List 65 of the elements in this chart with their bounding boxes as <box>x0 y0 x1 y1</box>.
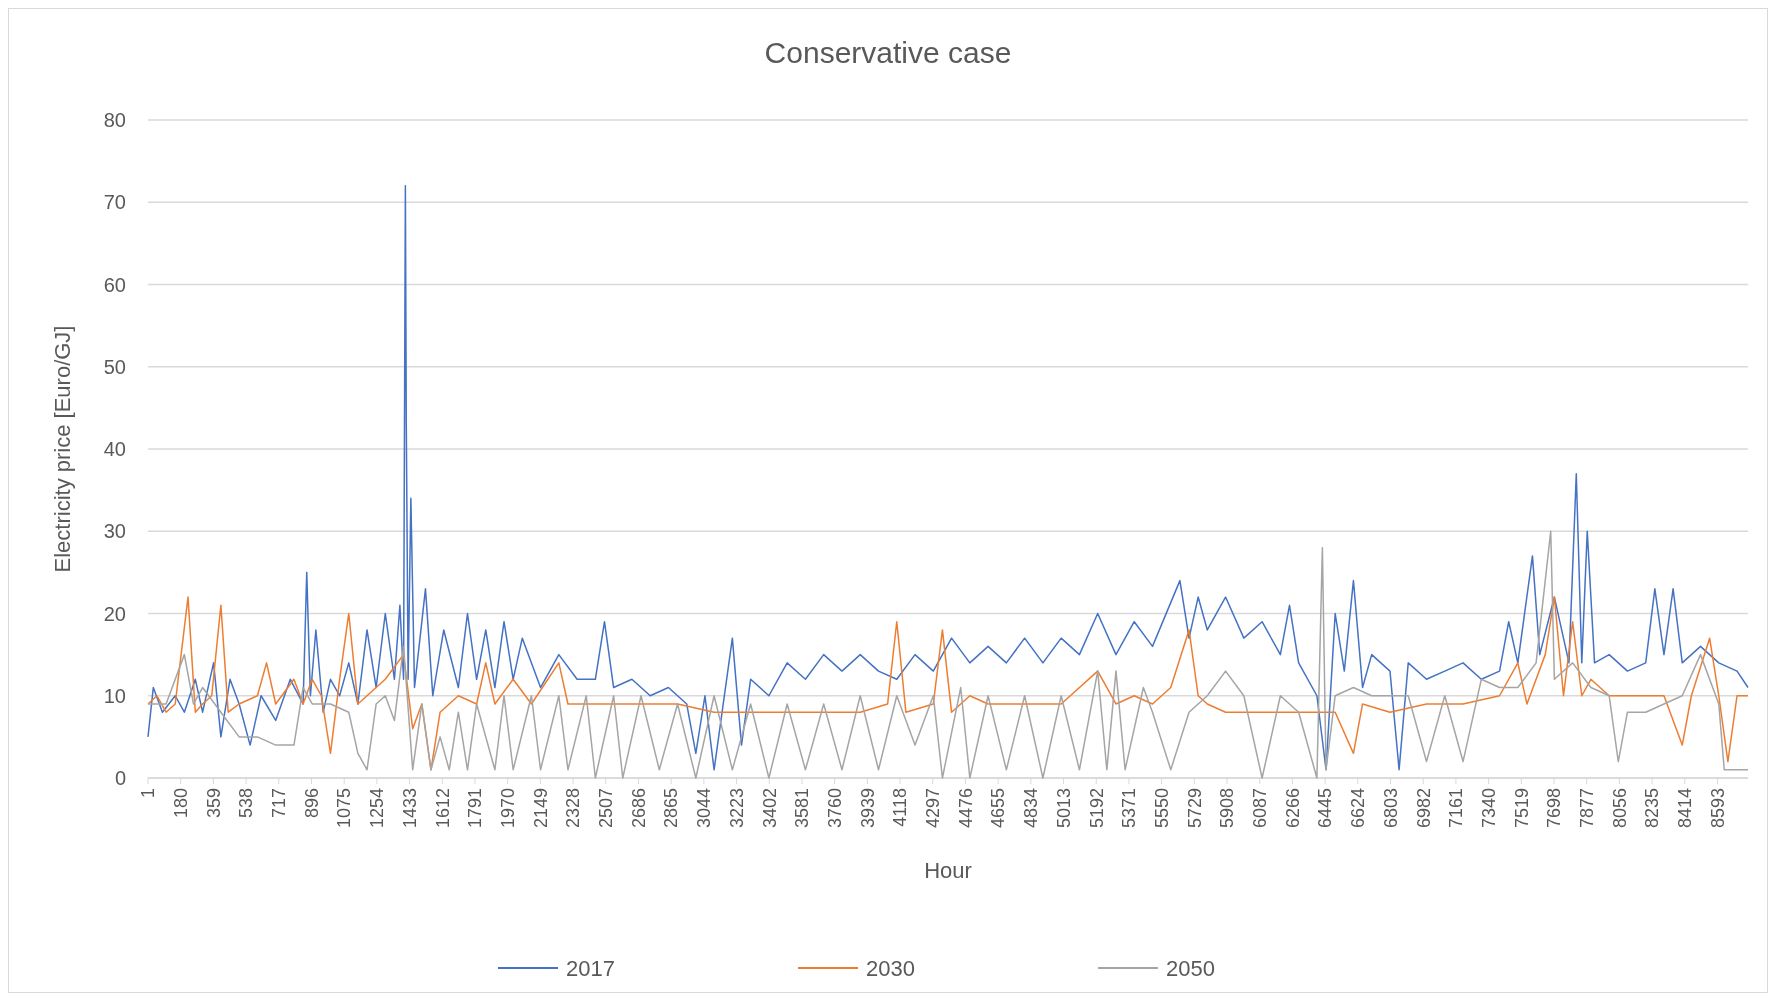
x-tick-label: 3044 <box>694 788 715 829</box>
x-tick-label: 4476 <box>955 788 976 829</box>
y-tick-label: 30 <box>103 520 126 543</box>
y-tick-label: 0 <box>114 767 126 789</box>
x-tick-label: 7340 <box>1478 788 1499 829</box>
x-tick-label: 8414 <box>1675 788 1696 829</box>
x-tick-label: 5371 <box>1119 788 1140 829</box>
x-axis-title: Hour <box>924 858 972 883</box>
x-tick-label: 717 <box>269 788 290 819</box>
x-tick-label: 4297 <box>923 788 944 829</box>
x-tick-label: 1612 <box>432 788 453 829</box>
chart-title: Conservative case <box>764 36 1012 69</box>
x-tick-label: 4834 <box>1021 788 1042 829</box>
y-tick-label: 10 <box>103 684 126 707</box>
x-tick-label: 5192 <box>1086 788 1107 829</box>
x-tick-label: 6982 <box>1413 788 1434 829</box>
legend-label: 2050 <box>1166 955 1215 981</box>
x-tick-label: 2328 <box>563 788 584 829</box>
y-tick-label: 70 <box>103 191 126 214</box>
x-tick-label: 7161 <box>1446 788 1467 829</box>
y-axis-title: Electricity price [Euro/GJ] <box>50 325 75 573</box>
x-tick-label: 7877 <box>1577 788 1597 829</box>
x-tick-label: 538 <box>236 788 257 819</box>
x-tick-label: 5550 <box>1151 788 1172 829</box>
x-tick-label: 7698 <box>1544 788 1565 829</box>
x-tick-label: 3760 <box>824 788 845 829</box>
y-tick-label: 40 <box>103 438 126 460</box>
x-tick-label: 6803 <box>1380 788 1401 829</box>
y-tick-label: 60 <box>103 273 126 296</box>
x-tick-label: 2507 <box>596 788 617 829</box>
x-tick-label: 4655 <box>988 788 1009 829</box>
x-tick-label: 5729 <box>1184 788 1205 829</box>
x-tick-label: 3402 <box>759 788 780 829</box>
x-tick-label: 1791 <box>465 788 486 829</box>
line-series <box>147 185 1749 771</box>
y-tick-label: 80 <box>103 109 126 131</box>
x-tick-label: 3939 <box>857 788 878 829</box>
x-tick-label: 2149 <box>530 788 551 829</box>
x-tick-label: 7519 <box>1511 788 1532 829</box>
legend-label: 2030 <box>866 955 915 981</box>
x-tick-label: 1970 <box>497 788 518 829</box>
x-tick-label: 8235 <box>1642 788 1663 829</box>
x-tick-label: 359 <box>203 788 224 819</box>
x-tick-label: 6624 <box>1348 788 1369 829</box>
x-tick-label: 1254 <box>367 788 388 829</box>
x-tick-label: 180 <box>171 788 191 819</box>
x-tick-label: 8056 <box>1609 788 1630 829</box>
y-tick-label: 50 <box>103 355 126 378</box>
x-tick-label: 5013 <box>1053 788 1074 829</box>
x-tick-label: 2865 <box>661 788 682 829</box>
x-tick-label: 5908 <box>1217 788 1238 829</box>
x-tick-label: 2686 <box>628 788 649 829</box>
y-tick-label: 20 <box>103 602 126 625</box>
x-tick-label: 8593 <box>1707 788 1728 829</box>
x-tick-label: 1433 <box>399 788 420 829</box>
x-tick-label: 1 <box>138 788 159 799</box>
legend-label: 2017 <box>566 955 615 981</box>
x-tick-label: 1075 <box>334 788 355 829</box>
x-tick-label: 6445 <box>1315 788 1336 829</box>
x-tick-label: 4118 <box>890 788 911 827</box>
x-tick-label: 6266 <box>1282 788 1303 829</box>
x-tick-label: 3223 <box>726 788 747 829</box>
x-tick-label: 3581 <box>792 788 813 829</box>
x-tick-label: 896 <box>301 788 322 819</box>
x-tick-label: 6087 <box>1250 788 1271 829</box>
